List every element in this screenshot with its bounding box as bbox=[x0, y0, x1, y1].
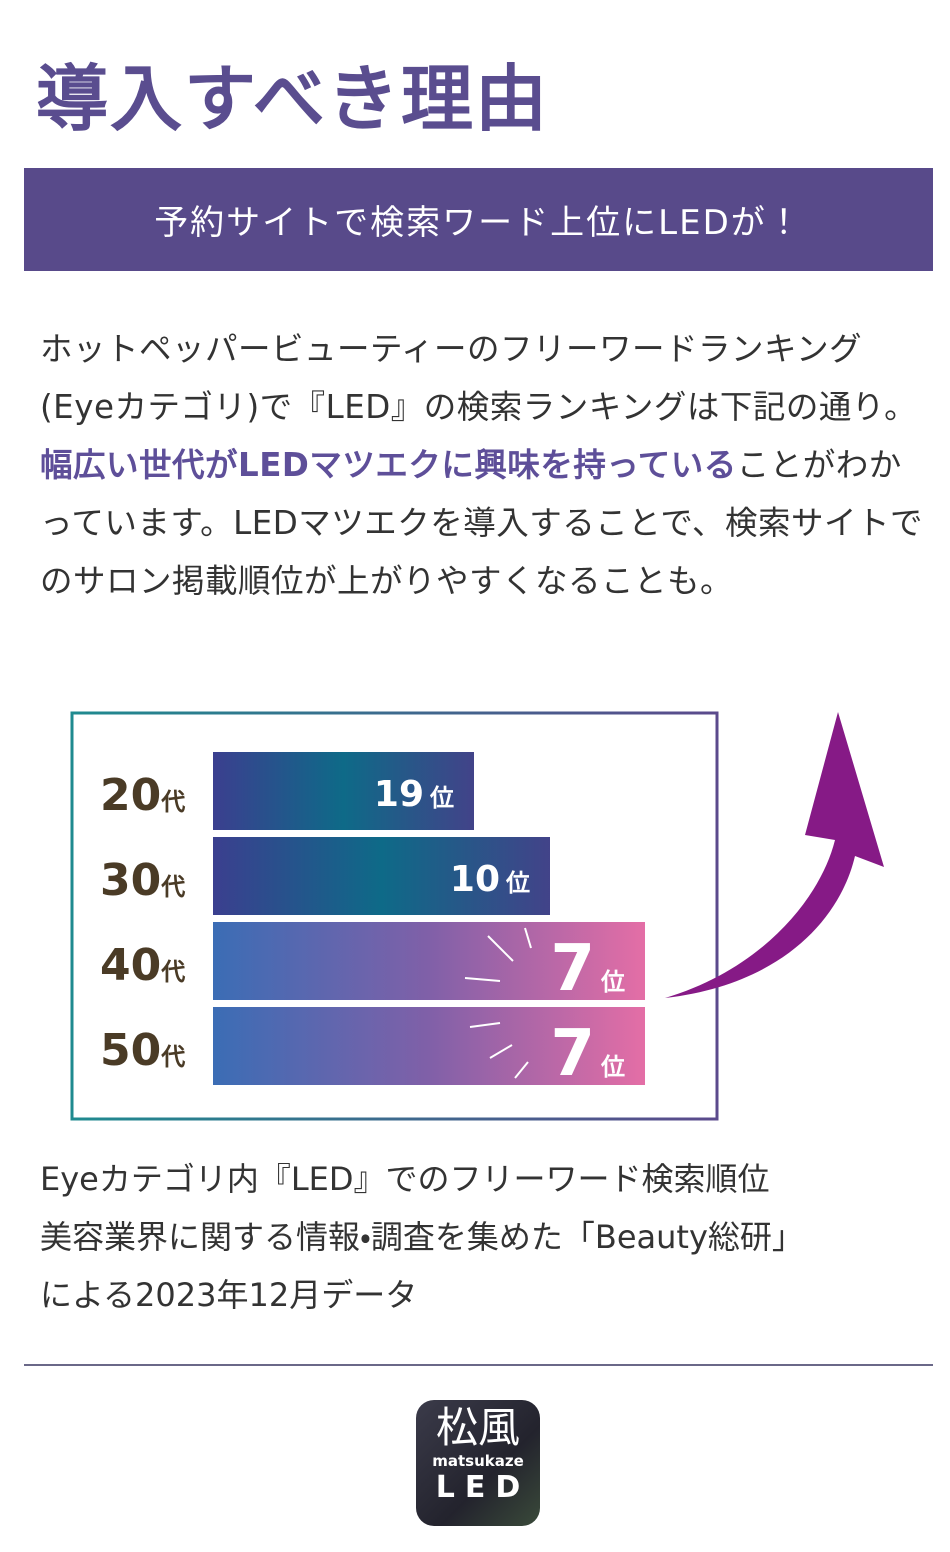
age-suffix: 代 bbox=[160, 1043, 185, 1071]
logo-kanji: 松風 bbox=[435, 1403, 520, 1452]
frame bbox=[70, 711, 719, 1121]
logo-brand: LED bbox=[435, 1470, 531, 1505]
age-number: 20 bbox=[100, 770, 161, 821]
bar bbox=[213, 837, 550, 915]
note-line: Eyeカテゴリ内『LED』でのフリーワード検索順位 bbox=[40, 1160, 770, 1198]
logo: 松風 matsukaze LED bbox=[416, 1400, 540, 1526]
age-number: 30 bbox=[100, 855, 161, 906]
bar bbox=[213, 1007, 645, 1085]
text: ことがわかっています。LEDマツエクを導入することで、検索サイトでのサロン掲載順… bbox=[40, 446, 924, 600]
note-line: による2023年12月データ bbox=[40, 1276, 418, 1314]
rank-number: 7 bbox=[550, 932, 595, 1006]
rank-label: 19 位 bbox=[374, 774, 454, 815]
note-line: 美容業界に関する情報・調査を集めた「Beauty総研」 bbox=[40, 1218, 804, 1256]
notes: Eyeカテゴリ内『LED』でのフリーワード検索順位 美容業界に関する情報・調査を集… bbox=[40, 1150, 804, 1324]
bar bbox=[213, 922, 645, 1000]
rank-label: 10 位 bbox=[450, 859, 530, 900]
age-suffix: 代 bbox=[160, 958, 185, 986]
age-suffix: 代 bbox=[160, 873, 185, 901]
paragraph: ホットペッパービューティーのフリーワードランキング(Eyeカテゴリ)で『LED』… bbox=[40, 320, 925, 610]
age-label: 20代 bbox=[100, 770, 185, 821]
title: 導入すべき理由 bbox=[36, 56, 549, 141]
age-number: 40 bbox=[100, 940, 161, 991]
rank-number: 10 bbox=[450, 859, 500, 900]
rank-number: 7 bbox=[550, 1017, 595, 1091]
burst bbox=[464, 927, 532, 1079]
age-suffix: 代 bbox=[160, 788, 185, 816]
bar bbox=[213, 752, 474, 830]
age-number: 50 bbox=[100, 1025, 161, 1076]
rank-suffix: 位 bbox=[600, 1053, 625, 1081]
rank-suffix: 位 bbox=[600, 968, 625, 996]
rank-suffix: 位 bbox=[429, 784, 454, 812]
arrow bbox=[665, 712, 884, 998]
rank-number: 19 bbox=[374, 774, 424, 815]
age-label: 30代 bbox=[100, 855, 185, 906]
rank-suffix: 位 bbox=[505, 869, 530, 897]
divider bbox=[24, 1364, 933, 1366]
text: ホットペッパービューティーのフリーワードランキング(Eyeカテゴリ)で『LED』… bbox=[40, 330, 918, 426]
banner: 予約サイトで検索ワード上位にLEDが！ bbox=[24, 168, 933, 271]
logo-romaji: matsukaze bbox=[432, 1452, 524, 1470]
age-label: 50代 bbox=[100, 1025, 185, 1076]
highlight: 幅広い世代がLEDマツエクに興味を持っている bbox=[40, 446, 737, 484]
age-label: 40代 bbox=[100, 940, 185, 991]
